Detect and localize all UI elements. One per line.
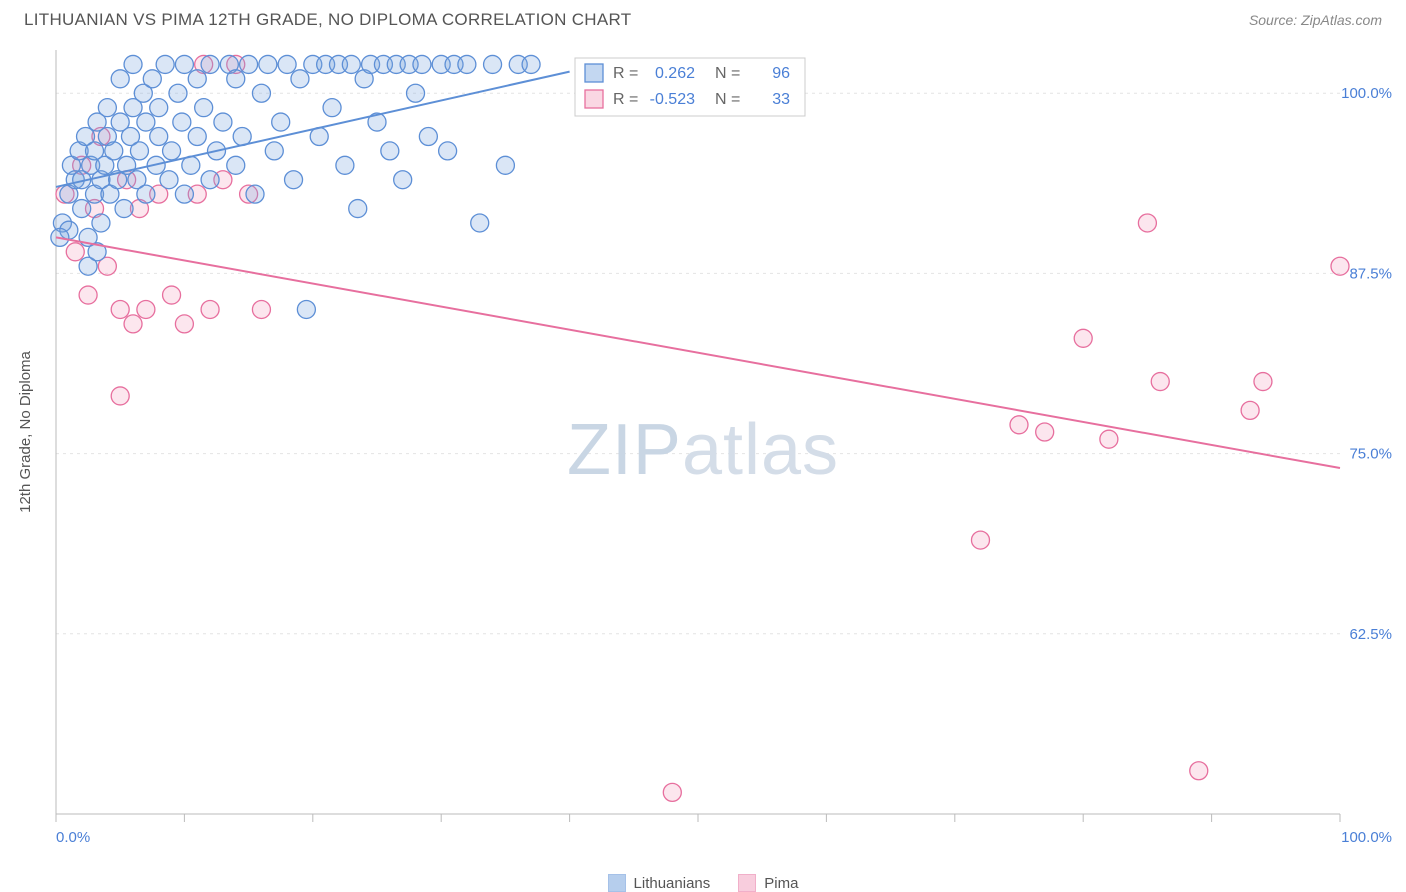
legend-swatch-pima: [738, 874, 756, 892]
svg-text:75.0%: 75.0%: [1349, 446, 1392, 463]
svg-text:N =: N =: [715, 91, 740, 108]
svg-text:100.0%: 100.0%: [1341, 829, 1392, 846]
legend-label-pima: Pima: [764, 875, 798, 892]
svg-text:62.5%: 62.5%: [1349, 626, 1392, 643]
svg-text:R =: R =: [613, 91, 638, 108]
chart-title: LITHUANIAN VS PIMA 12TH GRADE, NO DIPLOM…: [24, 10, 631, 30]
svg-text:87.5%: 87.5%: [1349, 265, 1392, 282]
source-attribution: Source: ZipAtlas.com: [1249, 12, 1382, 28]
svg-text:33: 33: [772, 91, 790, 108]
svg-text:R =: R =: [613, 65, 638, 82]
chart-container: 62.5% 75.0% 87.5% 100.0% 0.0% 100.0% 12th Grad…: [0, 42, 1406, 892]
legend: Lithuanians Pima: [0, 874, 1406, 892]
legend-label-lithuanians: Lithuanians: [634, 875, 711, 892]
svg-text:0.262: 0.262: [655, 65, 695, 82]
legend-swatch-lithuanians: [608, 874, 626, 892]
svg-text:12th Grade, No Diploma: 12th Grade, No Diploma: [17, 350, 34, 512]
scatter-chart: 62.5% 75.0% 87.5% 100.0% 0.0% 100.0% 12th Grad…: [0, 42, 1406, 862]
svg-text:100.0%: 100.0%: [1341, 85, 1392, 102]
legend-item-lithuanians: Lithuanians: [608, 874, 711, 892]
svg-text:0.0%: 0.0%: [56, 829, 90, 846]
svg-text:-0.523: -0.523: [650, 91, 695, 108]
legend-item-pima: Pima: [738, 874, 798, 892]
svg-text:N =: N =: [715, 65, 740, 82]
svg-text:96: 96: [772, 65, 790, 82]
